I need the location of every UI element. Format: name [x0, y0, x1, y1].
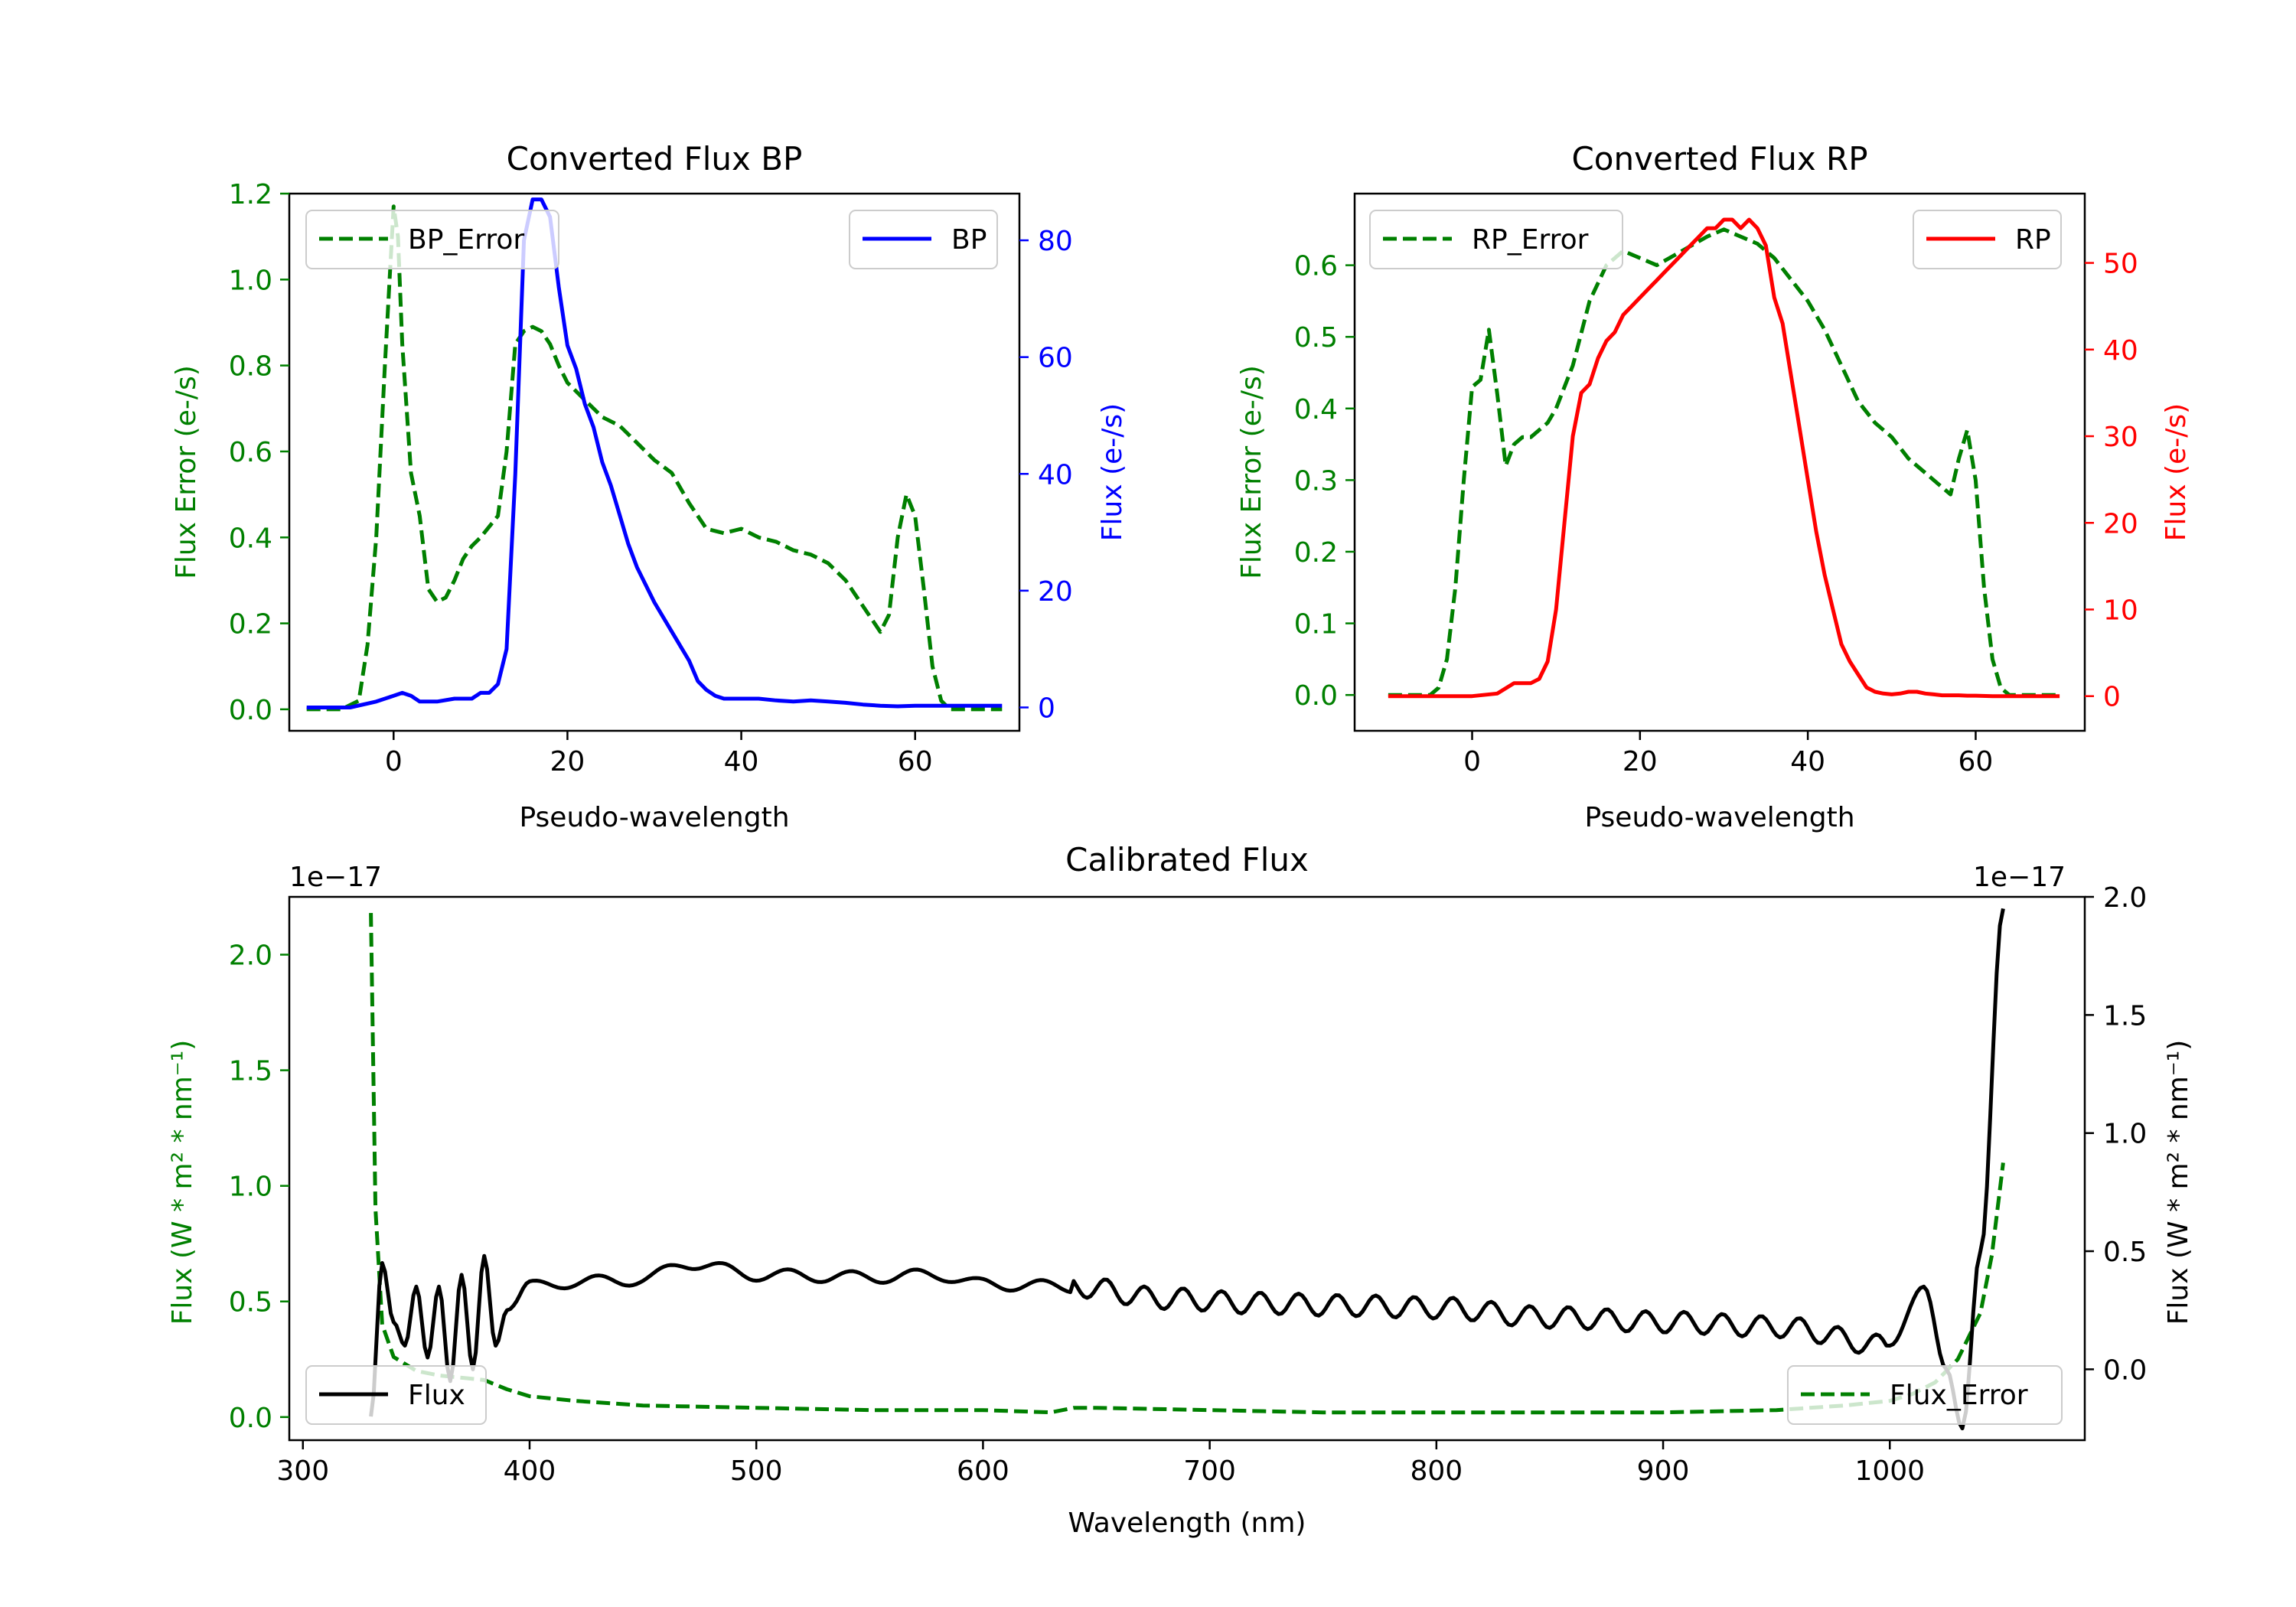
calibrated-left-y-axis-label: Flux (W * m² * nm⁻¹)	[167, 1040, 198, 1325]
calibrated-x-tick-label: 400	[504, 1455, 556, 1487]
bp-left-y-tick-label: 0.2	[229, 609, 272, 641]
bp-right-y-tick-label: 60	[1038, 343, 1073, 374]
bp-right-y-tick-label: 0	[1038, 693, 1055, 724]
calibrated-legend-error-box	[1787, 1365, 2063, 1425]
calibrated-x-tick-label: 800	[1410, 1455, 1463, 1487]
bp-x-tick-label: 40	[724, 746, 759, 777]
rp-legend-error: RP_Error	[1369, 210, 1623, 269]
calibrated-legend-flux-label: Flux	[408, 1380, 465, 1411]
bp-axes-frame	[288, 192, 1021, 732]
rp-series-rp	[1388, 217, 2060, 699]
bp-right-y-tick-label: 40	[1038, 459, 1073, 491]
calibrated-x-tick-label: 500	[730, 1455, 783, 1487]
bp-chart: Converted Flux BP 0 20 40 60 0.0 0.2 0.4 0.6 0.8…	[171, 140, 1128, 833]
calibrated-right-offset-label: 1e−17	[1973, 862, 2066, 893]
bp-x-tick-label: 0	[385, 746, 403, 777]
calibrated-left-y-tick-label: 0.5	[229, 1287, 272, 1319]
rp-left-y-tick-label: 0.4	[1294, 394, 1338, 425]
bp-legend-error-label: BP_Error	[408, 224, 524, 256]
rp-right-y-tick-label: 40	[2103, 335, 2138, 367]
rp-legend-error-label: RP_Error	[1472, 224, 1589, 256]
calibrated-x-tick-label: 900	[1637, 1455, 1690, 1487]
calibrated-legend-error: Flux_Error	[1787, 1365, 2063, 1425]
bp-right-y-axis-label: Flux (e-/s)	[1097, 403, 1128, 541]
bp-series-group	[306, 197, 1003, 712]
bp-left-y-tick-label: 0.8	[229, 351, 272, 383]
calibrated-x-tick-label: 300	[276, 1455, 329, 1487]
calibrated-right-y-axis-label: Flux (W * m² * nm⁻¹)	[2163, 1040, 2194, 1325]
rp-axes-frame	[1353, 192, 2086, 732]
bp-x-axis-label: Pseudo-wavelength	[519, 802, 789, 833]
rp-left-y-tick-label: 0.1	[1294, 609, 1338, 641]
rp-left-y-axis-label: Flux Error (e-/s)	[1236, 365, 1267, 579]
bp-right-y-tick-label: 20	[1038, 576, 1073, 608]
rp-left-y-tick-label: 0.6	[1294, 251, 1338, 282]
calibrated-x-axis-label: Wavelength (nm)	[1068, 1508, 1306, 1539]
rp-right-y-tick-label: 30	[2103, 422, 2138, 453]
calibrated-left-y-tick-label: 1.5	[229, 1056, 272, 1087]
rp-right-y-axis-label: Flux (e-/s)	[2161, 403, 2192, 541]
bp-left-y-tick-label: 0.0	[229, 695, 272, 726]
calibrated-x-tick-label: 700	[1183, 1455, 1236, 1487]
bp-legend-flux-label: BP	[951, 224, 987, 256]
rp-left-y-tick-label: 0.5	[1294, 322, 1338, 354]
rp-x-tick-label: 60	[1958, 746, 1994, 777]
calibrated-right-y-tick-label: 1.5	[2103, 1000, 2147, 1032]
calibrated-chart-title: Calibrated Flux	[1065, 841, 1309, 878]
bp-legend-error-box	[305, 210, 559, 269]
calibrated-legend-flux: Flux	[305, 1365, 487, 1425]
rp-chart: Converted Flux RP 0 20 40 60 0.0 0.1 0.2 0.3 0.4…	[1236, 140, 2192, 833]
bp-left-y-axis-label: Flux Error (e-/s)	[171, 365, 202, 579]
rp-legend-error-box	[1369, 210, 1623, 269]
calibrated-right-y-tick-label: 0.0	[2103, 1354, 2147, 1386]
bp-left-y-tick-label: 1.0	[229, 265, 272, 296]
calibrated-left-y-tick-label: 0.0	[229, 1403, 272, 1434]
calibrated-legend-flux-box	[305, 1365, 487, 1425]
rp-right-y-tick-label: 20	[2103, 508, 2138, 539]
calibrated-x-tick-label: 1000	[1854, 1455, 1925, 1487]
calibrated-x-tick-label: 600	[957, 1455, 1009, 1487]
bp-plot-area: 0 20 40 60 0.0 0.2 0.4 0.6 0.8 1.0 1.2 0 20 40 60 80	[229, 179, 1073, 777]
rp-right-y-tick-label: 0	[2103, 682, 2121, 713]
rp-chart-title: Converted Flux RP	[1571, 140, 1867, 178]
bp-legend-error: BP_Error	[305, 210, 559, 269]
calibrated-right-y-tick-label: 0.5	[2103, 1237, 2147, 1268]
calibrated-series-flux	[369, 908, 2005, 1431]
calibrated-left-offset-label: 1e−17	[289, 862, 382, 893]
bp-chart-title: Converted Flux BP	[507, 140, 803, 178]
rp-x-tick-label: 40	[1790, 746, 1825, 777]
bp-x-tick-label: 20	[550, 746, 585, 777]
rp-legend-flux-label: RP	[2015, 224, 2051, 256]
bp-series-bp	[306, 197, 1003, 709]
bp-right-y-tick-label: 80	[1038, 226, 1073, 257]
rp-right-y-tick-label: 50	[2103, 249, 2138, 280]
calibrated-legend-error-label: Flux_Error	[1890, 1380, 2028, 1411]
rp-series-rp-error	[1388, 227, 2060, 697]
bp-x-tick-label: 60	[898, 746, 933, 777]
bp-left-y-tick-label: 0.6	[229, 437, 272, 468]
rp-series-group	[1388, 217, 2060, 699]
rp-left-y-tick-label: 0.0	[1294, 680, 1338, 712]
calibrated-left-y-tick-label: 1.0	[229, 1172, 272, 1203]
calibrated-chart: Calibrated Flux 1e−17 1e−17 300 400 500 600…	[167, 841, 2194, 1539]
rp-right-y-tick-label: 10	[2103, 595, 2138, 626]
rp-x-tick-label: 0	[1463, 746, 1481, 777]
bp-series-bp-error	[306, 204, 1003, 712]
calibrated-axes-frame	[288, 895, 2086, 1442]
rp-plot-area: 0 20 40 60 0.0 0.1 0.2 0.3 0.4 0.5 0.6 0 10 20 30 40 50	[1294, 192, 2138, 777]
bp-left-y-tick-label: 1.2	[229, 179, 272, 210]
bp-left-y-tick-label: 0.4	[229, 523, 272, 554]
rp-x-axis-label: Pseudo-wavelength	[1584, 802, 1854, 833]
rp-left-y-tick-label: 0.2	[1294, 537, 1338, 569]
calibrated-left-y-tick-label: 2.0	[229, 940, 272, 972]
bp-legend-flux: BP	[849, 210, 998, 269]
calibrated-right-y-tick-label: 2.0	[2103, 882, 2147, 914]
calibrated-right-y-tick-label: 1.0	[2103, 1119, 2147, 1150]
rp-legend-flux: RP	[1913, 210, 2062, 269]
rp-x-tick-label: 20	[1623, 746, 1658, 777]
rp-left-y-tick-label: 0.3	[1294, 465, 1338, 497]
